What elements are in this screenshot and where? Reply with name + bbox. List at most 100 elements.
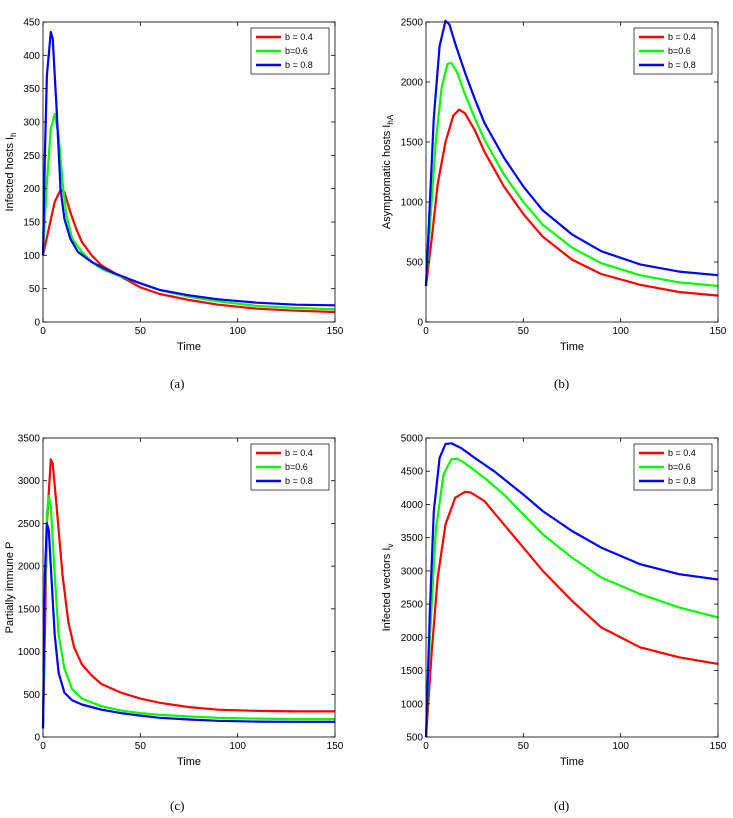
x-tick-label: 0 (40, 326, 46, 337)
legend-label-2: b = 0.8 (668, 60, 696, 70)
series-line-0 (424, 108, 719, 297)
y-tick-label: 100 (23, 251, 40, 262)
y-tick-label: 350 (23, 84, 40, 95)
plot-frame (425, 437, 719, 738)
y-axis-label-main: Asymptomatic hosts I (381, 125, 393, 230)
x-tick-label: 100 (612, 326, 629, 337)
legend-label-2: b = 0.8 (668, 476, 696, 486)
legend-label-1: b=0.6 (285, 46, 308, 56)
legend-label-0: b = 0.4 (668, 32, 696, 42)
y-tick-label: 1500 (18, 604, 41, 615)
x-tick-label: 100 (612, 741, 629, 752)
y-tick-label: 2000 (401, 78, 424, 89)
series-line-2 (41, 522, 335, 729)
y-tick-label: 1500 (401, 138, 424, 149)
x-tick-label: 50 (518, 741, 530, 752)
legend-label-0: b = 0.4 (668, 448, 696, 458)
x-tick-label: 0 (40, 741, 46, 752)
y-tick-label: 200 (23, 184, 40, 195)
y-axis-label-main: Infected vectors I (381, 548, 393, 632)
chart-panel-d: 0 50 100 150 500 1000 1500 2000 2500 3000 3500 4000… (375, 420, 733, 790)
y-tick-label: 1000 (18, 647, 41, 658)
y-tick-label: 3500 (18, 434, 41, 445)
y-axis-label: Asymptomatic hosts IhA (381, 114, 395, 229)
x-tick-label: 100 (229, 741, 246, 752)
legend-label-2: b = 0.8 (285, 60, 313, 70)
x-tick-label: 150 (710, 741, 727, 752)
y-axis-label-main: Partially immune P (4, 542, 16, 634)
chart-panel-b: 0 50 100 150 0 500 1000 1500 2000 2500 Time Asympto… (375, 0, 733, 360)
x-tick-label: 50 (135, 741, 147, 752)
series-line-2 (424, 442, 719, 738)
y-tick-label: 2500 (401, 18, 424, 29)
chart-b-svg: 0 50 100 15005001000150020002500TimeAsympto… (381, 18, 727, 354)
series-line-2 (424, 19, 719, 287)
y-tick-label: 4000 (401, 500, 424, 511)
y-axis-label: Partially immune P (4, 542, 16, 634)
y-tick-label: 4500 (401, 467, 424, 478)
y-tick-label: 1500 (401, 666, 424, 677)
caption-a: (a) (170, 376, 185, 391)
x-axis-label: Time (560, 756, 584, 768)
y-tick-label: 250 (23, 151, 40, 162)
legend-label-2: b = 0.8 (285, 476, 313, 486)
x-tick-label: 150 (327, 741, 344, 752)
series-line-1 (424, 457, 719, 738)
x-axis-label: Time (560, 341, 584, 353)
x-tick-label: 50 (135, 326, 147, 337)
caption-d: (d) (554, 798, 570, 813)
y-tick-label: 150 (23, 218, 40, 229)
y-tick-label: 0 (34, 318, 40, 329)
y-tick-label: 2500 (18, 519, 41, 530)
legend-label-0: b = 0.4 (285, 32, 313, 42)
legend-label-1: b=0.6 (668, 46, 691, 56)
x-tick-label: 0 (423, 741, 429, 752)
y-tick-label: 3500 (401, 533, 424, 544)
legend-label-0: b = 0.4 (285, 448, 313, 458)
series-line-1 (41, 495, 335, 729)
x-axis-label: Time (177, 756, 201, 768)
y-tick-label: 450 (23, 18, 40, 29)
y-tick-label: 1000 (401, 699, 424, 710)
series-line-1 (41, 112, 336, 311)
x-axis-label: Time (177, 341, 201, 353)
y-axis-label: Infected vectors Iv (381, 544, 395, 632)
series-line-1 (424, 61, 719, 288)
plot-frame (42, 21, 336, 323)
y-tick-label: 300 (23, 118, 40, 129)
x-tick-label: 150 (327, 326, 344, 337)
y-axis-label-subscript: h (9, 132, 18, 136)
legend-label-1: b=0.6 (668, 462, 691, 472)
chart-c-svg: 0 50 100 1500500100015002000250030003500Tim… (4, 434, 344, 769)
x-tick-label: 50 (518, 326, 530, 337)
y-tick-label: 500 (23, 690, 40, 701)
y-tick-label: 2000 (18, 562, 41, 573)
plot-frame (42, 437, 336, 738)
caption-b: (b) (554, 376, 570, 391)
caption-c: (c) (170, 798, 185, 813)
y-tick-label: 1000 (401, 198, 424, 209)
y-axis-label-subscript: v (386, 544, 395, 548)
y-tick-label: 5000 (401, 434, 424, 445)
y-axis-label-subscript: hA (386, 114, 395, 124)
y-tick-label: 0 (34, 733, 40, 744)
y-tick-label: 3000 (401, 566, 424, 577)
y-tick-label: 500 (406, 733, 423, 744)
chart-panel-a: 0 50 100 150 0 50 100 150 200 250 300 350 400 450 Time… (0, 0, 360, 360)
y-tick-label: 500 (406, 258, 423, 269)
y-tick-label: 3000 (18, 476, 41, 487)
plot-frame (425, 21, 719, 323)
y-axis-label: Infected hosts Ih (4, 132, 18, 211)
series-line-0 (41, 188, 336, 314)
x-tick-label: 100 (229, 326, 246, 337)
y-tick-label: 0 (417, 318, 423, 329)
legend-label-1: b=0.6 (285, 462, 308, 472)
chart-panel-c: 0 50 100 150 0 500 1000 1500 2000 2500 3000 3500 Tim… (0, 420, 360, 790)
x-tick-label: 0 (423, 326, 429, 337)
y-tick-label: 2500 (401, 600, 424, 611)
y-tick-label: 400 (23, 51, 40, 62)
series-line-0 (41, 458, 335, 729)
chart-d-svg: 0 50 100 150 500 1000 1500 2000 2500 3000 3500 4000… (381, 434, 727, 769)
y-tick-label: 50 (29, 284, 41, 295)
x-tick-label: 150 (710, 326, 727, 337)
